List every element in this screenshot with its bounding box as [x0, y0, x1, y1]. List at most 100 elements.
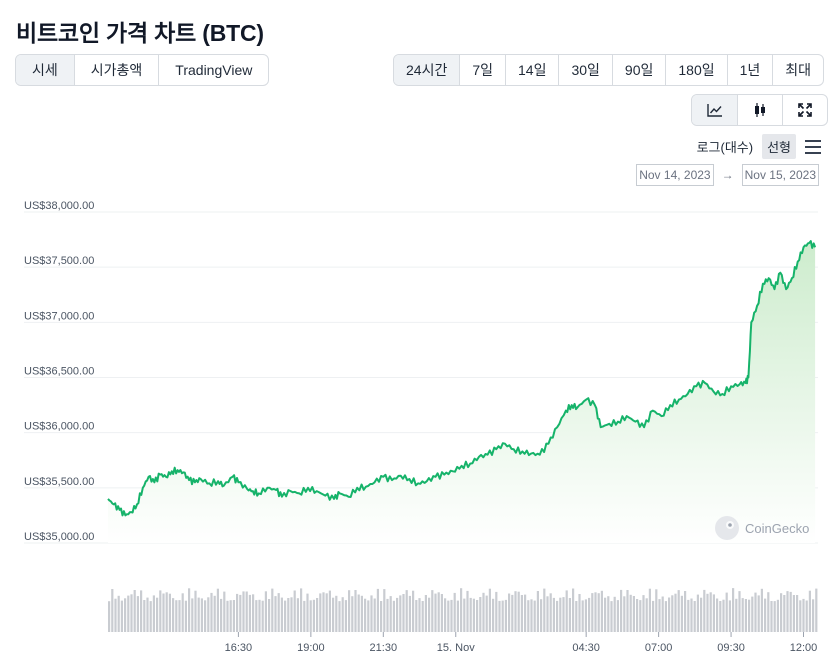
range-24h-button[interactable]: 24시간	[394, 55, 460, 85]
volume-bar	[789, 591, 792, 632]
volume-bar	[770, 601, 773, 632]
volume-bar	[309, 600, 312, 632]
volume-bar	[229, 600, 232, 632]
volume-bar	[594, 592, 597, 632]
volume-bar	[767, 592, 770, 632]
range-90d-button[interactable]: 90일	[611, 55, 665, 85]
volume-bar	[168, 593, 171, 632]
volume-bar	[572, 588, 575, 632]
range-1y-button[interactable]: 1년	[726, 55, 773, 85]
volume-bar	[696, 594, 699, 632]
volume-bar	[402, 594, 405, 632]
volume-bar	[517, 591, 520, 632]
expand-button[interactable]	[782, 95, 827, 125]
volume-bar	[412, 590, 415, 632]
volume-bar	[671, 595, 674, 632]
volume-bar	[194, 590, 197, 632]
volume-bar	[744, 599, 747, 632]
volume-bar	[508, 593, 511, 632]
gecko-logo-icon	[715, 516, 739, 540]
linear-scale-option[interactable]: 선형	[762, 134, 796, 159]
line-chart-button[interactable]	[692, 95, 737, 125]
date-range: Nov 14, 2023 → Nov 15, 2023	[636, 164, 819, 186]
volume-bar	[248, 594, 251, 632]
range-14d-button[interactable]: 14일	[505, 55, 558, 85]
volume-bar	[536, 591, 539, 632]
volume-bar	[450, 599, 453, 632]
volume-bar	[399, 595, 402, 632]
volume-bar	[716, 598, 719, 632]
log-scale-option[interactable]: 로그(대수)	[696, 140, 754, 155]
volume-bar	[565, 590, 568, 632]
range-180d-button[interactable]: 180일	[665, 55, 726, 85]
tab-price[interactable]: 시세	[16, 55, 74, 85]
expand-icon	[798, 103, 812, 117]
volume-bar	[546, 596, 549, 632]
volume-bar	[290, 597, 293, 632]
candlestick-button[interactable]	[737, 95, 782, 125]
volume-bar	[741, 598, 744, 632]
y-tick-label: US$36,000.00	[24, 421, 94, 433]
volume-bar	[344, 600, 347, 632]
volume-bar	[658, 599, 661, 632]
volume-bar	[447, 600, 450, 632]
x-tick-label: 04:30	[572, 642, 600, 654]
volume-bar	[498, 600, 501, 632]
volume-bar	[143, 600, 146, 632]
volume-bar	[732, 588, 735, 632]
tab-tradingview[interactable]: TradingView	[158, 55, 268, 85]
range-7d-button[interactable]: 7일	[459, 55, 505, 85]
volume-bar	[575, 601, 578, 632]
volume-bar	[207, 597, 210, 632]
date-from-input[interactable]: Nov 14, 2023	[636, 164, 714, 186]
volume-bar	[796, 595, 799, 632]
volume-bar	[764, 598, 767, 632]
volume-bar	[623, 596, 626, 632]
volume-bar	[780, 593, 783, 632]
volume-bar	[802, 598, 805, 632]
volume-bar	[258, 599, 261, 632]
volume-bar	[735, 598, 738, 632]
volume-bar	[197, 597, 200, 632]
volume-bar	[434, 593, 437, 632]
tab-market-cap[interactable]: 시가총액	[73, 55, 159, 85]
range-30d-button[interactable]: 30일	[558, 55, 611, 85]
volume-bar	[674, 593, 677, 632]
range-max-button[interactable]: 최대	[772, 55, 823, 85]
volume-bar	[604, 597, 607, 632]
volume-bar	[501, 600, 504, 632]
volume-bar	[728, 600, 731, 632]
volume-bar	[687, 599, 690, 632]
volume-bar	[706, 593, 709, 632]
volume-bar	[808, 590, 811, 632]
volume-bar	[680, 595, 683, 632]
volume-bar	[786, 591, 789, 632]
volume-bar	[652, 600, 655, 632]
x-tick-label: 15. Nov	[437, 642, 475, 654]
volume-bar	[232, 600, 235, 632]
volume-bar	[492, 598, 495, 632]
volume-bar	[184, 600, 187, 632]
volume-bar	[415, 600, 418, 632]
volume-bars	[108, 588, 818, 632]
x-axis: 16:30 19:00 21:30 15. Nov 04:30 07:00 09:30 12:…	[225, 632, 817, 654]
range-tabs: 24시간 7일 14일 30일 90일 180일 1년 최대	[393, 54, 825, 86]
price-chart: US$38,000.00 US$37,500.00 US$37,000.00 US$3…	[24, 200, 818, 654]
volume-bar	[556, 600, 559, 632]
volume-bar	[533, 600, 536, 632]
volume-bar	[111, 589, 114, 632]
volume-bar	[636, 599, 639, 632]
volume-bar	[722, 599, 725, 632]
line-chart-icon	[706, 104, 722, 117]
y-tick-label: US$37,000.00	[24, 310, 94, 322]
volume-bar	[156, 597, 159, 632]
volume-bar	[335, 595, 338, 632]
volume-bar	[684, 591, 687, 632]
date-to-input[interactable]: Nov 15, 2023	[741, 164, 819, 186]
volume-bar	[530, 599, 533, 632]
x-tick-label: 07:00	[645, 642, 673, 654]
y-tick-label: US$36,500.00	[24, 366, 94, 378]
volume-bar	[220, 598, 223, 632]
volume-bar	[127, 595, 130, 632]
menu-icon[interactable]	[805, 139, 821, 154]
